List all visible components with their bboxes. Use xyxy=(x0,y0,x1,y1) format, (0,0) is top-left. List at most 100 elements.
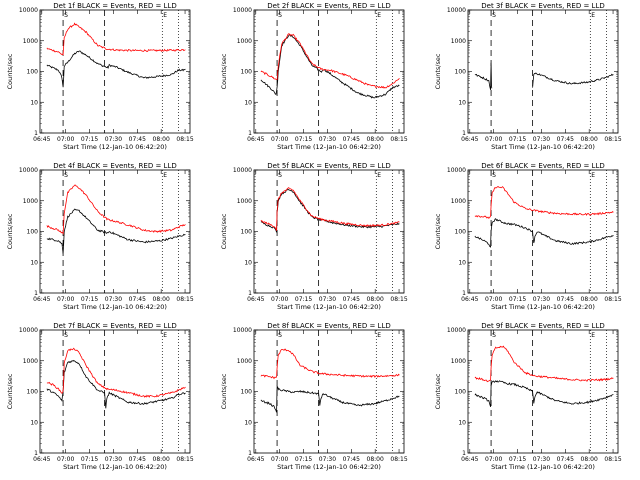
x-tick-label: 07:45 xyxy=(557,136,574,143)
panel-title: Det 8f BLACK = Events, RED = LLD xyxy=(267,322,390,330)
x-tick-label: 08:15 xyxy=(176,296,193,303)
panel-title: Det 7f BLACK = Events, RED = LLD xyxy=(53,322,176,330)
x-axis-label: Start Time (12-Jan-10 06:42:20) xyxy=(491,303,595,311)
y-axis-label: Counts/sec xyxy=(220,213,228,249)
y-tick-label: 10000 xyxy=(447,327,466,334)
y-tick-label: 1000 xyxy=(237,38,252,45)
panel-title: Det 3f BLACK = Events, RED = LLD xyxy=(481,2,604,10)
x-tick-label: 07:30 xyxy=(533,296,550,303)
x-tick-label: 07:45 xyxy=(557,456,574,463)
series-line-lld xyxy=(474,186,614,219)
x-tick-label: 07:00 xyxy=(485,456,502,463)
s-marker-label: S xyxy=(64,332,68,339)
y-tick-label: 10 xyxy=(244,419,252,426)
y-tick-label: 1 xyxy=(248,130,252,137)
e-marker-label: E xyxy=(377,12,381,19)
x-tick-label: 06:45 xyxy=(247,136,264,143)
y-tick-label: 10 xyxy=(244,259,252,266)
y-tick-label: 1000 xyxy=(451,38,466,45)
panel-det-5f: Det 5f BLACK = Events, RED = LLD 1 10 100 10… xyxy=(220,162,408,311)
y-tick-label: 100 xyxy=(241,69,253,76)
x-tick-label: 07:30 xyxy=(319,136,336,143)
y-tick-label: 1 xyxy=(34,290,38,297)
y-tick-label: 1000 xyxy=(237,358,252,365)
series-line-events xyxy=(474,218,614,248)
plot-frame xyxy=(253,329,405,454)
x-tick-label: 07:45 xyxy=(343,456,360,463)
e-marker-label: E xyxy=(163,172,167,179)
x-tick-label: 07:30 xyxy=(533,456,550,463)
x-tick-label: 07:00 xyxy=(271,456,288,463)
x-tick-label: 07:15 xyxy=(81,296,98,303)
y-tick-label: 1000 xyxy=(451,198,466,205)
y-tick-label: 10 xyxy=(244,99,252,106)
s-marker-label: S xyxy=(492,332,496,339)
y-tick-label: 10 xyxy=(30,259,38,266)
s-marker-label: S xyxy=(64,172,68,179)
s-marker-label: S xyxy=(278,12,282,19)
y-tick-label: 1000 xyxy=(23,358,38,365)
e-marker-label: E xyxy=(591,172,595,179)
y-tick-label: 1 xyxy=(34,130,38,137)
x-tick-label: 08:00 xyxy=(367,296,384,303)
e-marker-label: E xyxy=(591,332,595,339)
panel-title: Det 1f BLACK = Events, RED = LLD xyxy=(53,2,176,10)
series-line-lld xyxy=(260,187,400,231)
series-line-events xyxy=(474,380,614,408)
y-tick-label: 1 xyxy=(248,450,252,457)
y-tick-label: 1000 xyxy=(23,198,38,205)
e-marker-label: E xyxy=(163,332,167,339)
panel-det-2f: Det 2f BLACK = Events, RED = LLD 1 10 100 10… xyxy=(220,2,408,151)
x-tick-label: 07:30 xyxy=(105,136,122,143)
series-line-lld xyxy=(46,184,186,236)
y-tick-label: 10 xyxy=(30,99,38,106)
y-tick-label: 10000 xyxy=(19,7,38,14)
x-tick-label: 06:45 xyxy=(247,456,264,463)
e-marker-label: E xyxy=(163,12,167,19)
x-tick-label: 08:00 xyxy=(581,456,598,463)
y-tick-label: 10000 xyxy=(447,7,466,14)
y-tick-label: 100 xyxy=(455,229,467,236)
panel-title: Det 4f BLACK = Events, RED = LLD xyxy=(53,162,176,170)
s-marker-label: S xyxy=(278,172,282,179)
y-tick-label: 1 xyxy=(34,450,38,457)
x-tick-label: 06:45 xyxy=(461,456,478,463)
x-tick-label: 07:00 xyxy=(271,136,288,143)
plot-frame xyxy=(39,9,191,134)
y-tick-label: 10000 xyxy=(233,7,252,14)
y-tick-label: 10000 xyxy=(233,167,252,174)
x-tick-label: 08:00 xyxy=(367,136,384,143)
y-tick-label: 1 xyxy=(462,290,466,297)
x-tick-label: 08:15 xyxy=(390,456,407,463)
x-axis-label: Start Time (12-Jan-10 06:42:20) xyxy=(491,143,595,151)
y-tick-label: 100 xyxy=(241,229,253,236)
x-tick-label: 07:15 xyxy=(295,456,312,463)
y-tick-label: 100 xyxy=(27,229,39,236)
x-tick-label: 07:15 xyxy=(509,296,526,303)
x-axis-label: Start Time (12-Jan-10 06:42:20) xyxy=(277,303,381,311)
y-tick-label: 10 xyxy=(458,259,466,266)
x-tick-label: 07:00 xyxy=(485,136,502,143)
x-tick-label: 07:00 xyxy=(57,136,74,143)
y-axis-label: Counts/sec xyxy=(6,373,14,409)
x-tick-label: 08:00 xyxy=(153,456,170,463)
panel-title: Det 2f BLACK = Events, RED = LLD xyxy=(267,2,390,10)
x-tick-label: 06:45 xyxy=(33,456,50,463)
s-marker-label: S xyxy=(278,332,282,339)
series-line-lld xyxy=(260,33,400,89)
x-tick-label: 07:30 xyxy=(319,456,336,463)
y-tick-label: 10 xyxy=(458,419,466,426)
series-line-lld xyxy=(260,348,400,380)
series-line-events xyxy=(46,208,186,254)
x-tick-label: 08:15 xyxy=(604,136,621,143)
y-axis-label: Counts/sec xyxy=(220,53,228,89)
panel-det-6f: Det 6f BLACK = Events, RED = LLD 1 10 100 10… xyxy=(434,162,622,311)
y-tick-label: 100 xyxy=(27,389,39,396)
x-tick-label: 08:00 xyxy=(153,296,170,303)
x-tick-label: 08:15 xyxy=(390,296,407,303)
y-tick-label: 1000 xyxy=(451,358,466,365)
x-tick-label: 06:45 xyxy=(461,296,478,303)
y-tick-label: 10000 xyxy=(233,327,252,334)
panel-title: Det 6f BLACK = Events, RED = LLD xyxy=(481,162,604,170)
